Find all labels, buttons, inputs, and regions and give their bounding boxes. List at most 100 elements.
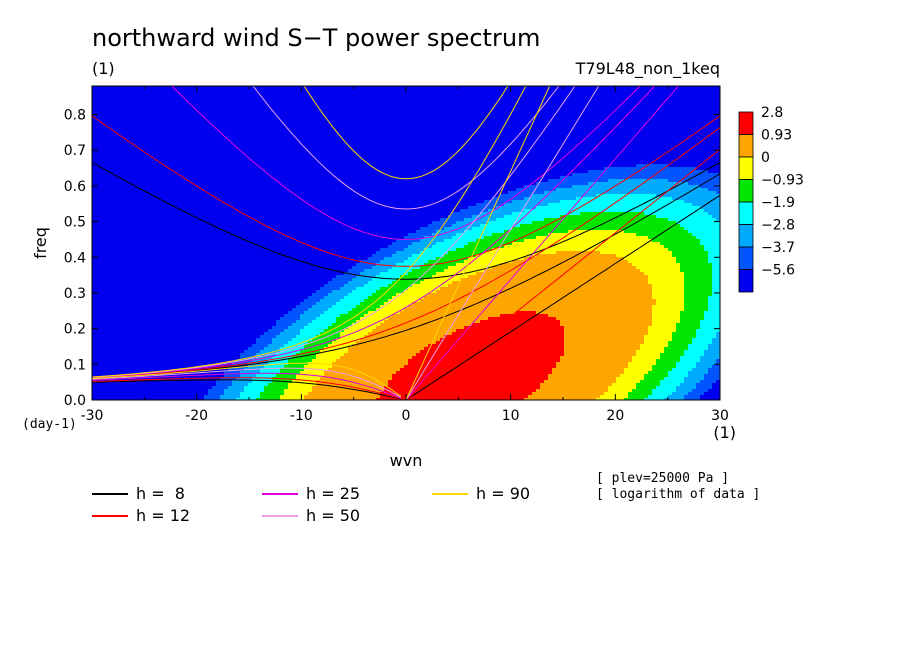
heatmap-cell xyxy=(180,113,185,117)
heatmap-cell xyxy=(284,86,289,90)
heatmap-cell xyxy=(532,107,537,111)
heatmap-cell xyxy=(456,122,461,126)
heatmap-cell xyxy=(140,122,145,126)
heatmap-cell xyxy=(688,104,693,108)
heatmap-cell xyxy=(480,101,485,105)
heatmap-cell xyxy=(400,92,405,96)
heatmap-cell xyxy=(712,98,717,102)
heatmap-cell xyxy=(592,86,597,90)
heatmap-cell xyxy=(668,119,673,123)
heatmap-cell xyxy=(376,98,381,102)
heatmap-cell xyxy=(388,86,393,90)
heatmap-cell xyxy=(248,101,253,105)
heatmap-cell xyxy=(268,128,273,132)
heatmap-cell xyxy=(440,101,445,105)
heatmap-cell xyxy=(512,113,517,117)
heatmap-cell xyxy=(296,98,301,102)
heatmap-cell xyxy=(100,98,105,102)
heatmap-cell xyxy=(664,119,669,123)
heatmap-cell xyxy=(652,107,657,111)
heatmap-cell xyxy=(216,98,221,102)
heatmap-cell xyxy=(228,125,233,129)
heatmap-cell xyxy=(652,122,657,126)
heatmap-cell xyxy=(104,119,109,123)
heatmap-cell xyxy=(488,92,493,96)
heatmap-cell xyxy=(136,122,141,126)
heatmap-cell xyxy=(452,104,457,108)
heatmap-cell xyxy=(384,110,389,114)
heatmap-cell xyxy=(376,92,381,96)
heatmap-cell xyxy=(252,104,257,108)
heatmap-cell xyxy=(624,122,629,126)
heatmap-cell xyxy=(232,107,237,111)
heatmap-cell xyxy=(584,119,589,123)
heatmap-cell xyxy=(208,86,213,90)
heatmap-cell xyxy=(408,110,413,114)
heatmap-cell xyxy=(460,125,465,129)
heatmap-cell xyxy=(304,116,309,120)
heatmap-cell xyxy=(388,110,393,114)
heatmap-cell xyxy=(256,98,261,102)
heatmap-cell xyxy=(224,98,229,102)
heatmap-cell xyxy=(152,113,157,117)
heatmap-cell xyxy=(108,89,113,93)
heatmap-cell xyxy=(156,125,161,129)
heatmap-cell xyxy=(592,113,597,117)
heatmap-cell xyxy=(280,101,285,105)
heatmap-cell xyxy=(248,104,253,108)
heatmap-cell xyxy=(500,113,505,117)
heatmap-cell xyxy=(704,98,709,102)
heatmap-cell xyxy=(100,107,105,111)
heatmap-cell xyxy=(176,98,181,102)
heatmap-cell xyxy=(484,125,489,129)
heatmap-cell xyxy=(496,104,501,108)
heatmap-cell xyxy=(704,92,709,96)
heatmap-cell xyxy=(696,125,701,129)
heatmap-cell xyxy=(236,98,241,102)
heatmap-cell xyxy=(620,107,625,111)
heatmap-cell xyxy=(236,86,241,90)
heatmap-cell xyxy=(516,125,521,129)
heatmap-cell xyxy=(640,116,645,120)
heatmap-cell xyxy=(456,116,461,120)
heatmap-cell xyxy=(432,110,437,114)
heatmap-cell xyxy=(692,122,697,126)
heatmap-cell xyxy=(392,122,397,126)
heatmap-cell xyxy=(352,92,357,96)
heatmap-cell xyxy=(460,119,465,123)
heatmap-cell xyxy=(152,119,157,123)
heatmap-cell xyxy=(672,116,677,120)
heatmap-cell xyxy=(392,119,397,123)
heatmap-cell xyxy=(616,92,621,96)
heatmap-cell xyxy=(660,125,665,129)
heatmap-cell xyxy=(156,116,161,120)
heatmap-cell xyxy=(496,107,501,111)
heatmap-cell xyxy=(96,128,101,132)
heatmap-cell xyxy=(600,125,605,129)
heatmap-cell xyxy=(564,92,569,96)
heatmap-cell xyxy=(228,107,233,111)
heatmap-cell xyxy=(480,95,485,99)
heatmap-cell xyxy=(344,113,349,117)
heatmap-cell xyxy=(296,86,301,90)
heatmap-cell xyxy=(116,113,121,117)
heatmap-cell xyxy=(424,113,429,117)
heatmap-cell xyxy=(132,128,137,132)
heatmap-cell xyxy=(316,92,321,96)
heatmap-cell xyxy=(216,107,221,111)
heatmap-cell xyxy=(684,104,689,108)
heatmap-cell xyxy=(136,95,141,99)
heatmap-cell xyxy=(156,92,161,96)
heatmap-cell xyxy=(316,86,321,90)
heatmap-cell xyxy=(540,125,545,129)
heatmap-cell xyxy=(372,116,377,120)
heatmap-cell xyxy=(248,89,253,93)
heatmap-cell xyxy=(204,98,209,102)
heatmap-cell xyxy=(388,122,393,126)
heatmap-cell xyxy=(316,98,321,102)
heatmap-cell xyxy=(540,89,545,93)
heatmap-cell xyxy=(220,104,225,108)
heatmap-cell xyxy=(132,119,137,123)
heatmap-cell xyxy=(372,107,377,111)
heatmap-cell xyxy=(440,116,445,120)
